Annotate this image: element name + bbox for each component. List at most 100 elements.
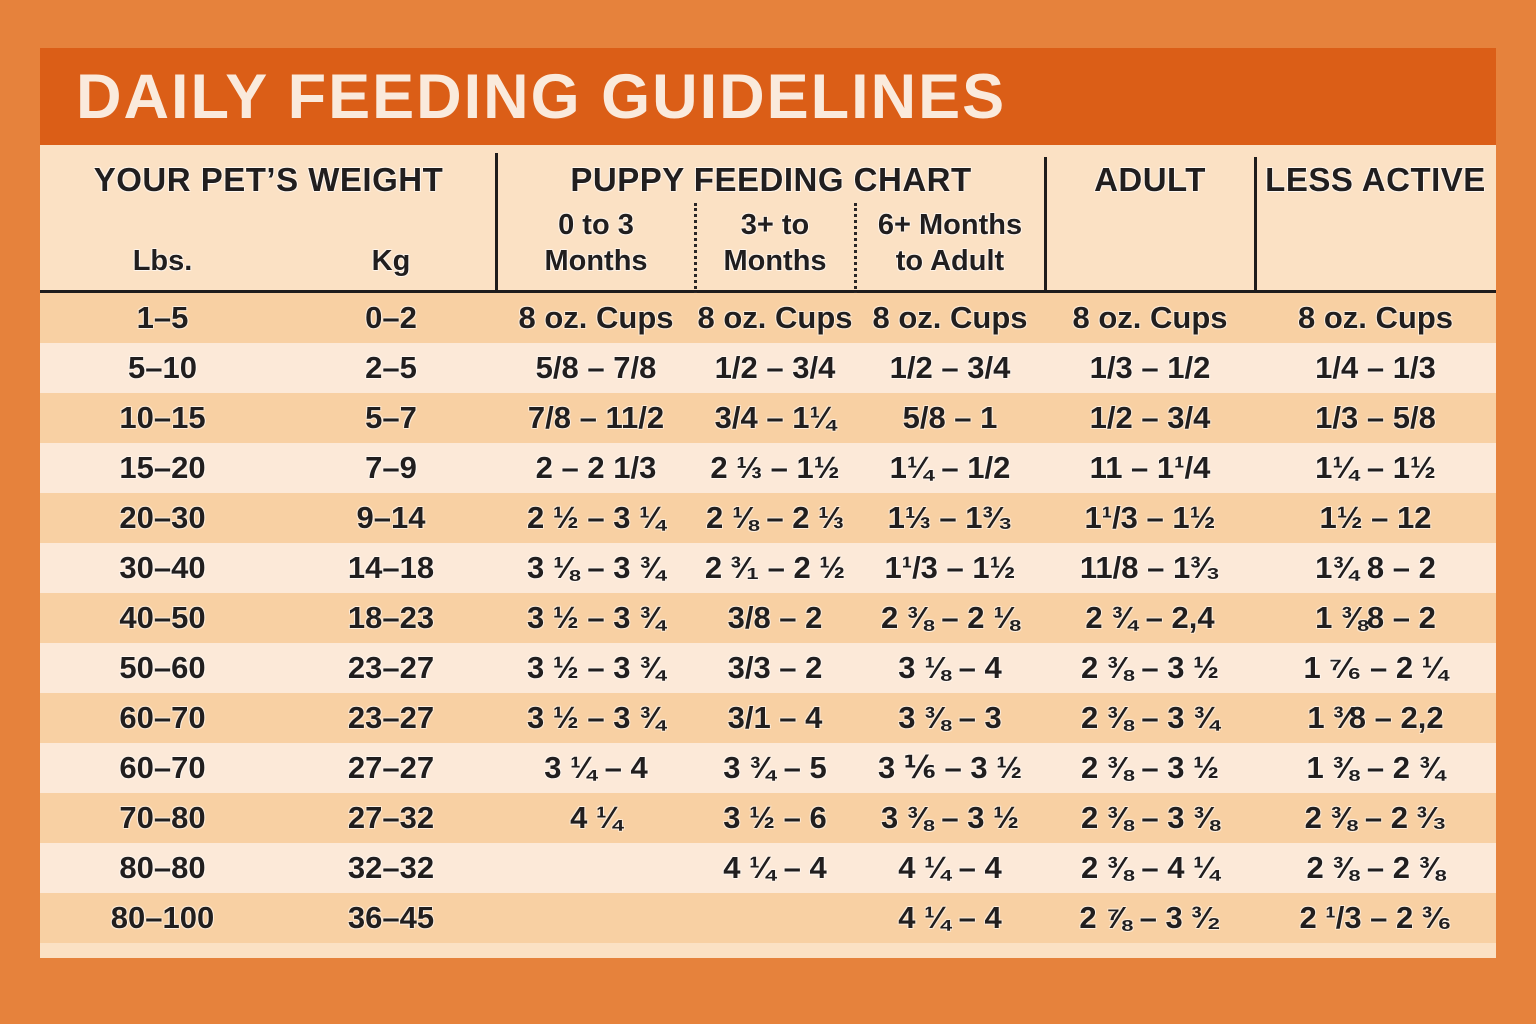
table-row: 20–30 9–14 2 ½ – 3 ¼ 2 ⅛ – 2 ⅓ 1⅓ – 1³⁄₃… <box>40 493 1496 543</box>
cell-lbs: 50–60 <box>119 650 206 685</box>
column-header-kg: Kg <box>371 245 411 277</box>
cell-lbs: 40–50 <box>119 600 206 635</box>
cell-6plus-months: 3 ⅜ – 3 ½ <box>881 800 1019 835</box>
cell-6plus-months: 3 ⅛ – 4 <box>898 650 1002 685</box>
table-row: 80–100 36–45 4 ¼ – 4 2 ⅞ – 3 ³⁄₂ 2 ¹/3 –… <box>40 893 1496 943</box>
title-band: DAILY FEEDING GUIDELINES <box>40 48 1496 145</box>
column-header-line: 3+ to <box>740 209 810 241</box>
cell-adult: 2 ⅜ – 3 ½ <box>1081 650 1219 685</box>
column-header-line: Months <box>544 245 648 277</box>
cell-0-3-months: 3 ⅛ – 3 ¾ <box>527 550 665 585</box>
table-row: 60–70 27–27 3 ¼ – 4 3 ¾ – 5 3 ⅙ – 3 ½ 2 … <box>40 743 1496 793</box>
cell-kg: 27–32 <box>347 800 435 835</box>
cell-less-active: 2 ⅜ – 2 ³⁄₃ <box>1304 800 1447 835</box>
cell-6plus-months: 3 ⅜ – 3 <box>898 700 1002 735</box>
cell-6plus-months: 5/8 – 1 <box>902 400 998 435</box>
cell-6plus-months: 2 ⅜ – 2 ⅛ <box>881 600 1019 635</box>
cell-6plus-months: 1¼ – 1/2 <box>889 450 1011 485</box>
cell-0-3-months: 3 ½ – 3 ¾ <box>527 600 665 635</box>
cell-3plus-months: 8 oz. Cups <box>697 300 853 335</box>
column-header-adult-spacer <box>1045 279 1255 287</box>
cell-0-3-months: 3 ½ – 3 ¾ <box>527 650 665 685</box>
cell-3plus-months: 3/3 – 2 <box>727 650 823 685</box>
cell-0-3-months: 3 ¼ – 4 <box>544 750 648 785</box>
cell-3plus-months: 3 ½ – 6 <box>723 800 827 835</box>
cell-6plus-months: 3 ⅙ – 3 ½ <box>877 750 1023 785</box>
table-row: 1–5 0–2 8 oz. Cups 8 oz. Cups 8 oz. Cups… <box>40 293 1496 343</box>
cell-lbs: 1–5 <box>136 300 189 335</box>
cell-less-active: 1¾ 8 – 2 <box>1315 550 1436 585</box>
cell-3plus-months: 3/1 – 4 <box>727 700 823 735</box>
cell-6plus-months: 4 ¼ – 4 <box>898 850 1002 885</box>
cell-adult: 2 ⅜ – 3 ¾ <box>1081 700 1219 735</box>
cell-less-active: 1 ⅜ – 2 ¾ <box>1306 750 1445 785</box>
header-divider-line <box>40 290 1496 293</box>
cell-less-active: 8 oz. Cups <box>1297 300 1453 335</box>
cell-3plus-months: 3/4 – 1¼ <box>714 400 836 435</box>
cell-3plus-months: 3 ¾ – 5 <box>723 750 827 785</box>
table-row: 10–15 5–7 7/8 – 11/2 3/4 – 1¼ 5/8 – 1 1/… <box>40 393 1496 443</box>
cell-lbs: 60–70 <box>119 750 206 785</box>
column-header-3plus-months: 3+ to Months <box>695 207 855 287</box>
cell-0-3-months: 3 ½ – 3 ¾ <box>527 700 665 735</box>
cell-less-active: 1½ – 12 <box>1319 500 1432 535</box>
cell-kg: 36–45 <box>347 900 435 935</box>
cell-less-active: 2 ⅜ – 2 ⅜ <box>1306 850 1445 885</box>
column-group-adult: ADULT <box>1094 161 1206 198</box>
cell-3plus-months: 4 ¼ – 4 <box>723 850 827 885</box>
cell-0-3-months: 5/8 – 7/8 <box>535 350 657 385</box>
column-group-weight: YOUR PET’S WEIGHT <box>93 161 444 198</box>
cell-less-active: 2 ¹/3 – 2 ³⁄₆ <box>1299 900 1452 935</box>
table-subheader-row: Lbs. Kg 0 to 3 Months 3+ to Months 6+ Mo… <box>40 203 1496 287</box>
cell-kg: 32–32 <box>347 850 435 885</box>
cell-3plus-months: 1/2 – 3/4 <box>714 350 836 385</box>
cell-lbs: 10–15 <box>119 400 206 435</box>
cell-lbs: 80–100 <box>110 900 215 935</box>
cell-less-active: 1 ³⁄8 – 2,2 <box>1307 700 1444 735</box>
cell-kg: 23–27 <box>347 650 435 685</box>
cell-6plus-months: 1¹/3 – 1½ <box>884 550 1016 585</box>
feeding-guidelines-poster: DAILY FEEDING GUIDELINES YOUR PET’S WEIG… <box>40 48 1496 958</box>
cell-kg: 2–5 <box>365 350 417 385</box>
cell-adult: 8 oz. Cups <box>1072 300 1228 335</box>
column-header-line: to Adult <box>895 245 1005 277</box>
cell-less-active: 1 ⅜8 – 2 <box>1315 600 1436 635</box>
cell-0-3-months: 8 oz. Cups <box>518 300 674 335</box>
cell-kg: 9–14 <box>356 500 426 535</box>
cell-0-3-months: 7/8 – 11/2 <box>527 400 665 435</box>
cell-kg: 23–27 <box>347 700 435 735</box>
cell-kg: 7–9 <box>365 450 417 485</box>
column-group-puppy: PUPPY FEEDING CHART <box>570 161 972 198</box>
cell-6plus-months: 8 oz. Cups <box>872 300 1028 335</box>
column-header-lbs: Lbs. <box>132 245 193 277</box>
cell-kg: 18–23 <box>347 600 435 635</box>
table-row: 5–10 2–5 5/8 – 7/8 1/2 – 3/4 1/2 – 3/4 1… <box>40 343 1496 393</box>
cell-3plus-months: 2 ³⁄₁ – 2 ½ <box>704 550 846 585</box>
cell-lbs: 60–70 <box>119 700 206 735</box>
cell-adult: 1/2 – 3/4 <box>1089 400 1211 435</box>
cell-lbs: 70–80 <box>119 800 206 835</box>
cell-adult: 2 ¾ – 2,4 <box>1085 600 1215 635</box>
cell-lbs: 15–20 <box>119 450 206 485</box>
cell-less-active: 1¼ – 1½ <box>1315 450 1436 485</box>
table-row: 80–80 32–32 4 ¼ – 4 4 ¼ – 4 2 ⅜ – 4 ¼ 2 … <box>40 843 1496 893</box>
table-body: 1–5 0–2 8 oz. Cups 8 oz. Cups 8 oz. Cups… <box>40 293 1496 943</box>
cell-adult: 2 ⅞ – 3 ³⁄₂ <box>1079 900 1221 935</box>
cell-adult: 11 – 1¹/4 <box>1089 450 1211 485</box>
cell-3plus-months: 2 ⅛ – 2 ⅓ <box>706 500 844 535</box>
page-title: DAILY FEEDING GUIDELINES <box>76 61 1007 132</box>
table-row: 30–40 14–18 3 ⅛ – 3 ¾ 2 ³⁄₁ – 2 ½ 1¹/3 –… <box>40 543 1496 593</box>
table-row: 40–50 18–23 3 ½ – 3 ¾ 3/8 – 2 2 ⅜ – 2 ⅛ … <box>40 593 1496 643</box>
cell-0-3-months: 4 ¼ <box>570 800 622 835</box>
cell-0-3-months: 2 ½ – 3 ¼ <box>527 500 665 535</box>
cell-adult: 2 ⅜ – 3 ⅜ <box>1081 800 1219 835</box>
cell-adult: 1/3 – 1/2 <box>1089 350 1211 385</box>
column-header-0-3-months: 0 to 3 Months <box>497 207 695 287</box>
cell-6plus-months: 1/2 – 3/4 <box>889 350 1011 385</box>
cell-less-active: 1/3 – 5/8 <box>1315 400 1436 435</box>
cell-0-3-months: 2 – 2 1/3 <box>535 450 657 485</box>
column-header-line: 6+ Months <box>877 209 1023 241</box>
table-row: 70–80 27–32 4 ¼ 3 ½ – 6 3 ⅜ – 3 ½ 2 ⅜ – … <box>40 793 1496 843</box>
cell-less-active: 1/4 – 1/3 <box>1315 350 1436 385</box>
cell-lbs: 80–80 <box>119 850 206 885</box>
